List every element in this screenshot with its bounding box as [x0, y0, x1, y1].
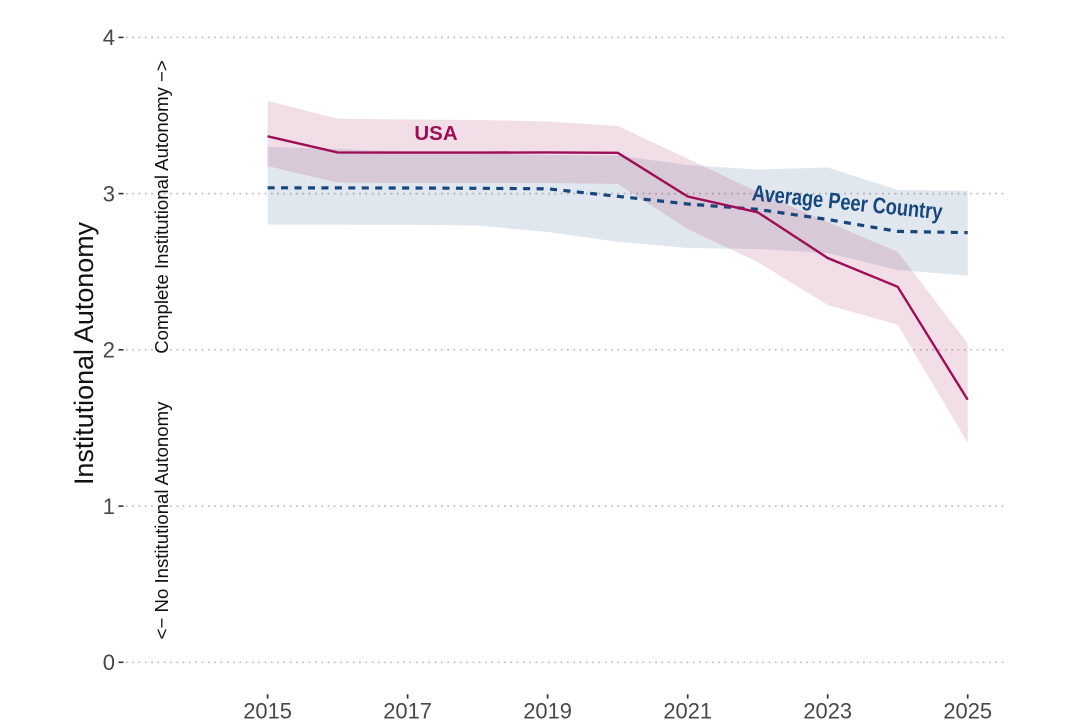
svg-text:1: 1: [103, 494, 115, 519]
svg-text:2015: 2015: [243, 699, 292, 724]
svg-text:USA: USA: [414, 122, 457, 145]
svg-text:2025: 2025: [943, 699, 992, 724]
svg-text:<− No Institutional Autonomy: <− No Institutional Autonomy: [151, 401, 172, 639]
svg-text:2: 2: [103, 338, 115, 363]
svg-text:2021: 2021: [663, 699, 712, 724]
svg-text:2019: 2019: [523, 699, 572, 724]
svg-text:3: 3: [103, 181, 115, 206]
svg-text:Institutional Autonomy: Institutional Autonomy: [69, 221, 99, 485]
svg-text:4: 4: [103, 25, 115, 50]
svg-text:Complete Institutional Autonom: Complete Institutional Autonomy −>: [151, 60, 172, 354]
svg-text:0: 0: [103, 650, 115, 675]
svg-text:2023: 2023: [803, 699, 852, 724]
svg-text:2017: 2017: [383, 699, 432, 724]
